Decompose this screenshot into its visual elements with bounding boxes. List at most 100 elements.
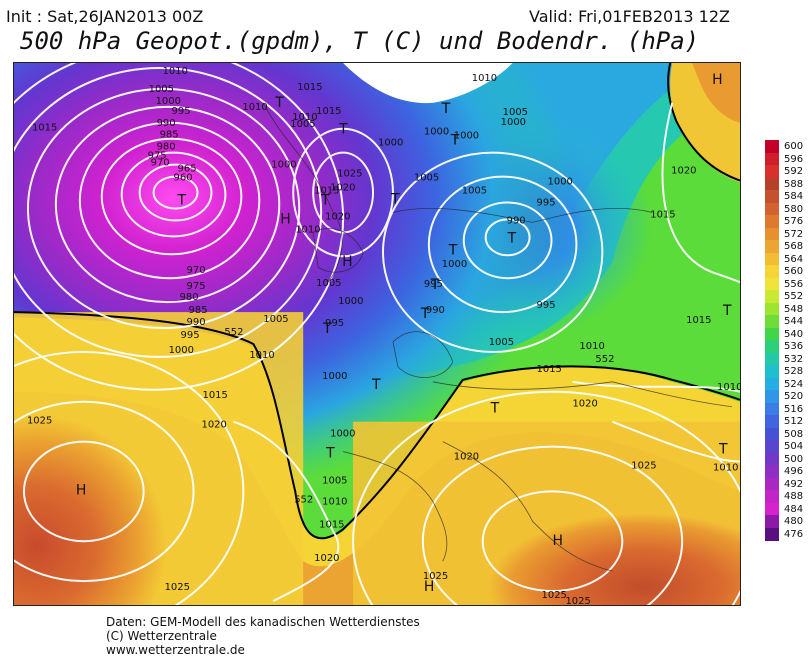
legend-swatch [765, 227, 779, 241]
footer-credits: Daten: GEM-Modell des kanadischen Wetter… [106, 615, 420, 657]
legend-entry: 544 [765, 315, 811, 328]
isobar-label: 1025 [565, 596, 590, 606]
legend-label: 564 [784, 253, 804, 265]
legend-label: 524 [784, 378, 804, 390]
legend-label: 508 [784, 428, 804, 440]
legend-label: 532 [784, 353, 804, 365]
isobar-label: 1015 [202, 390, 227, 401]
isobar-label: 1005 [489, 337, 514, 348]
isobar-label: 1015 [314, 186, 339, 197]
isobar-label: 1000 [424, 127, 449, 138]
legend-entry: 496 [765, 465, 811, 478]
legend-entry: 504 [765, 440, 811, 453]
legend-swatch [765, 302, 779, 316]
legend-swatch [765, 502, 779, 516]
isobar-label: 970 [187, 265, 206, 276]
legend-swatch [765, 152, 779, 166]
isobar-label: 985 [160, 130, 179, 141]
low-pressure-marker: T [371, 377, 381, 393]
legend-entry: 552 [765, 290, 811, 303]
low-pressure-marker: T [430, 277, 440, 293]
isobar-label: 1000 [442, 259, 467, 270]
legend-entry: 508 [765, 427, 811, 441]
isobar-label: 995 [325, 318, 344, 329]
legend-entry: 548 [765, 302, 811, 316]
legend-label: 500 [784, 453, 804, 465]
isobar-label: 980 [157, 142, 176, 153]
isobar-label: 1010 [579, 341, 604, 352]
isobar-label: 1015 [316, 106, 341, 117]
legend-entry: 600 [765, 140, 811, 153]
isobar-label: 1010 [249, 350, 274, 361]
high-pressure-marker: H [280, 211, 290, 227]
isobar-label: 1020 [314, 553, 339, 564]
legend-label: 568 [784, 241, 804, 252]
legend-entry: 568 [765, 240, 811, 253]
low-pressure-marker: T [322, 321, 332, 337]
legend-entry: 556 [765, 277, 811, 291]
legend-label: 556 [784, 278, 804, 290]
low-pressure-marker: T [718, 442, 728, 458]
isobar-label: 1020 [201, 420, 226, 431]
legend-label: 496 [784, 466, 804, 477]
isobar-label: 1000 [271, 160, 296, 171]
legend-label: 516 [784, 403, 804, 415]
high-pressure-marker: H [342, 254, 352, 270]
isobar-label: 960 [174, 173, 193, 184]
legend-entry: 512 [765, 415, 811, 428]
legend-swatch [765, 477, 779, 491]
low-pressure-marker: T [274, 95, 284, 111]
isobar-label: 1010 [242, 102, 267, 113]
legend-label: 536 [784, 341, 804, 352]
legend-swatch [765, 440, 779, 453]
isobar-label: 990 [426, 305, 445, 316]
isobar-label: 1005 [263, 314, 288, 325]
isobar-label: 1000 [378, 138, 403, 149]
isobar-label: 1010 [163, 66, 188, 77]
legend-entry: 592 [765, 165, 811, 178]
low-pressure-marker: T [722, 303, 732, 319]
legend-entry: 576 [765, 215, 811, 228]
isobar-label: 1005 [414, 173, 439, 184]
legend-entry: 532 [765, 352, 811, 366]
isobar-label: 985 [189, 305, 208, 316]
legend-label: 552 [784, 291, 804, 302]
legend-swatch [765, 452, 779, 466]
legend-label: 476 [784, 528, 804, 540]
init-time: Init : Sat,26JAN2013 00Z [6, 7, 204, 26]
isobar-label: 1000 [548, 177, 573, 188]
legend-swatch [765, 190, 779, 203]
isobar-label: 995 [172, 106, 191, 117]
legend-label: 544 [784, 316, 804, 327]
weather-map: 1010100510009959909859809759709659601015… [13, 62, 741, 606]
legend-entry: 584 [765, 190, 811, 203]
legend-entry: 516 [765, 402, 811, 416]
isobar-label: 990 [507, 215, 526, 226]
isobar-label: 1020 [454, 452, 479, 463]
legend-swatch [765, 252, 779, 266]
isobar-label: 1005 [462, 186, 487, 197]
isobar-label: 1005 [503, 107, 528, 118]
isobar-label: 965 [178, 164, 197, 175]
isobar-label: 1005 [322, 475, 347, 486]
legend-entry: 520 [765, 390, 811, 403]
chart-title: 500 hPa Geopot.(gpdm), T (C) und Bodendr… [20, 27, 700, 55]
isobar-label: 1015 [537, 364, 562, 375]
isobar-label: 1000 [322, 371, 347, 382]
legend-entry: 596 [765, 152, 811, 166]
low-pressure-marker: T [507, 230, 517, 246]
low-pressure-marker: T [338, 122, 348, 138]
legend-swatch [765, 327, 779, 341]
isobar-label: 1020 [572, 399, 597, 410]
legend-label: 576 [784, 216, 804, 227]
isobar-label: 1020 [330, 183, 355, 194]
legend-label: 572 [784, 228, 804, 240]
legend-swatch [765, 315, 779, 328]
isobar-label: 1020 [325, 211, 350, 222]
isobar-label: 1000 [338, 296, 363, 307]
legend-label: 520 [784, 391, 804, 402]
legend-swatch [765, 490, 779, 503]
isobar-label: 1005 [316, 278, 341, 289]
legend-entry: 476 [765, 527, 811, 541]
legend-swatch [765, 427, 779, 441]
